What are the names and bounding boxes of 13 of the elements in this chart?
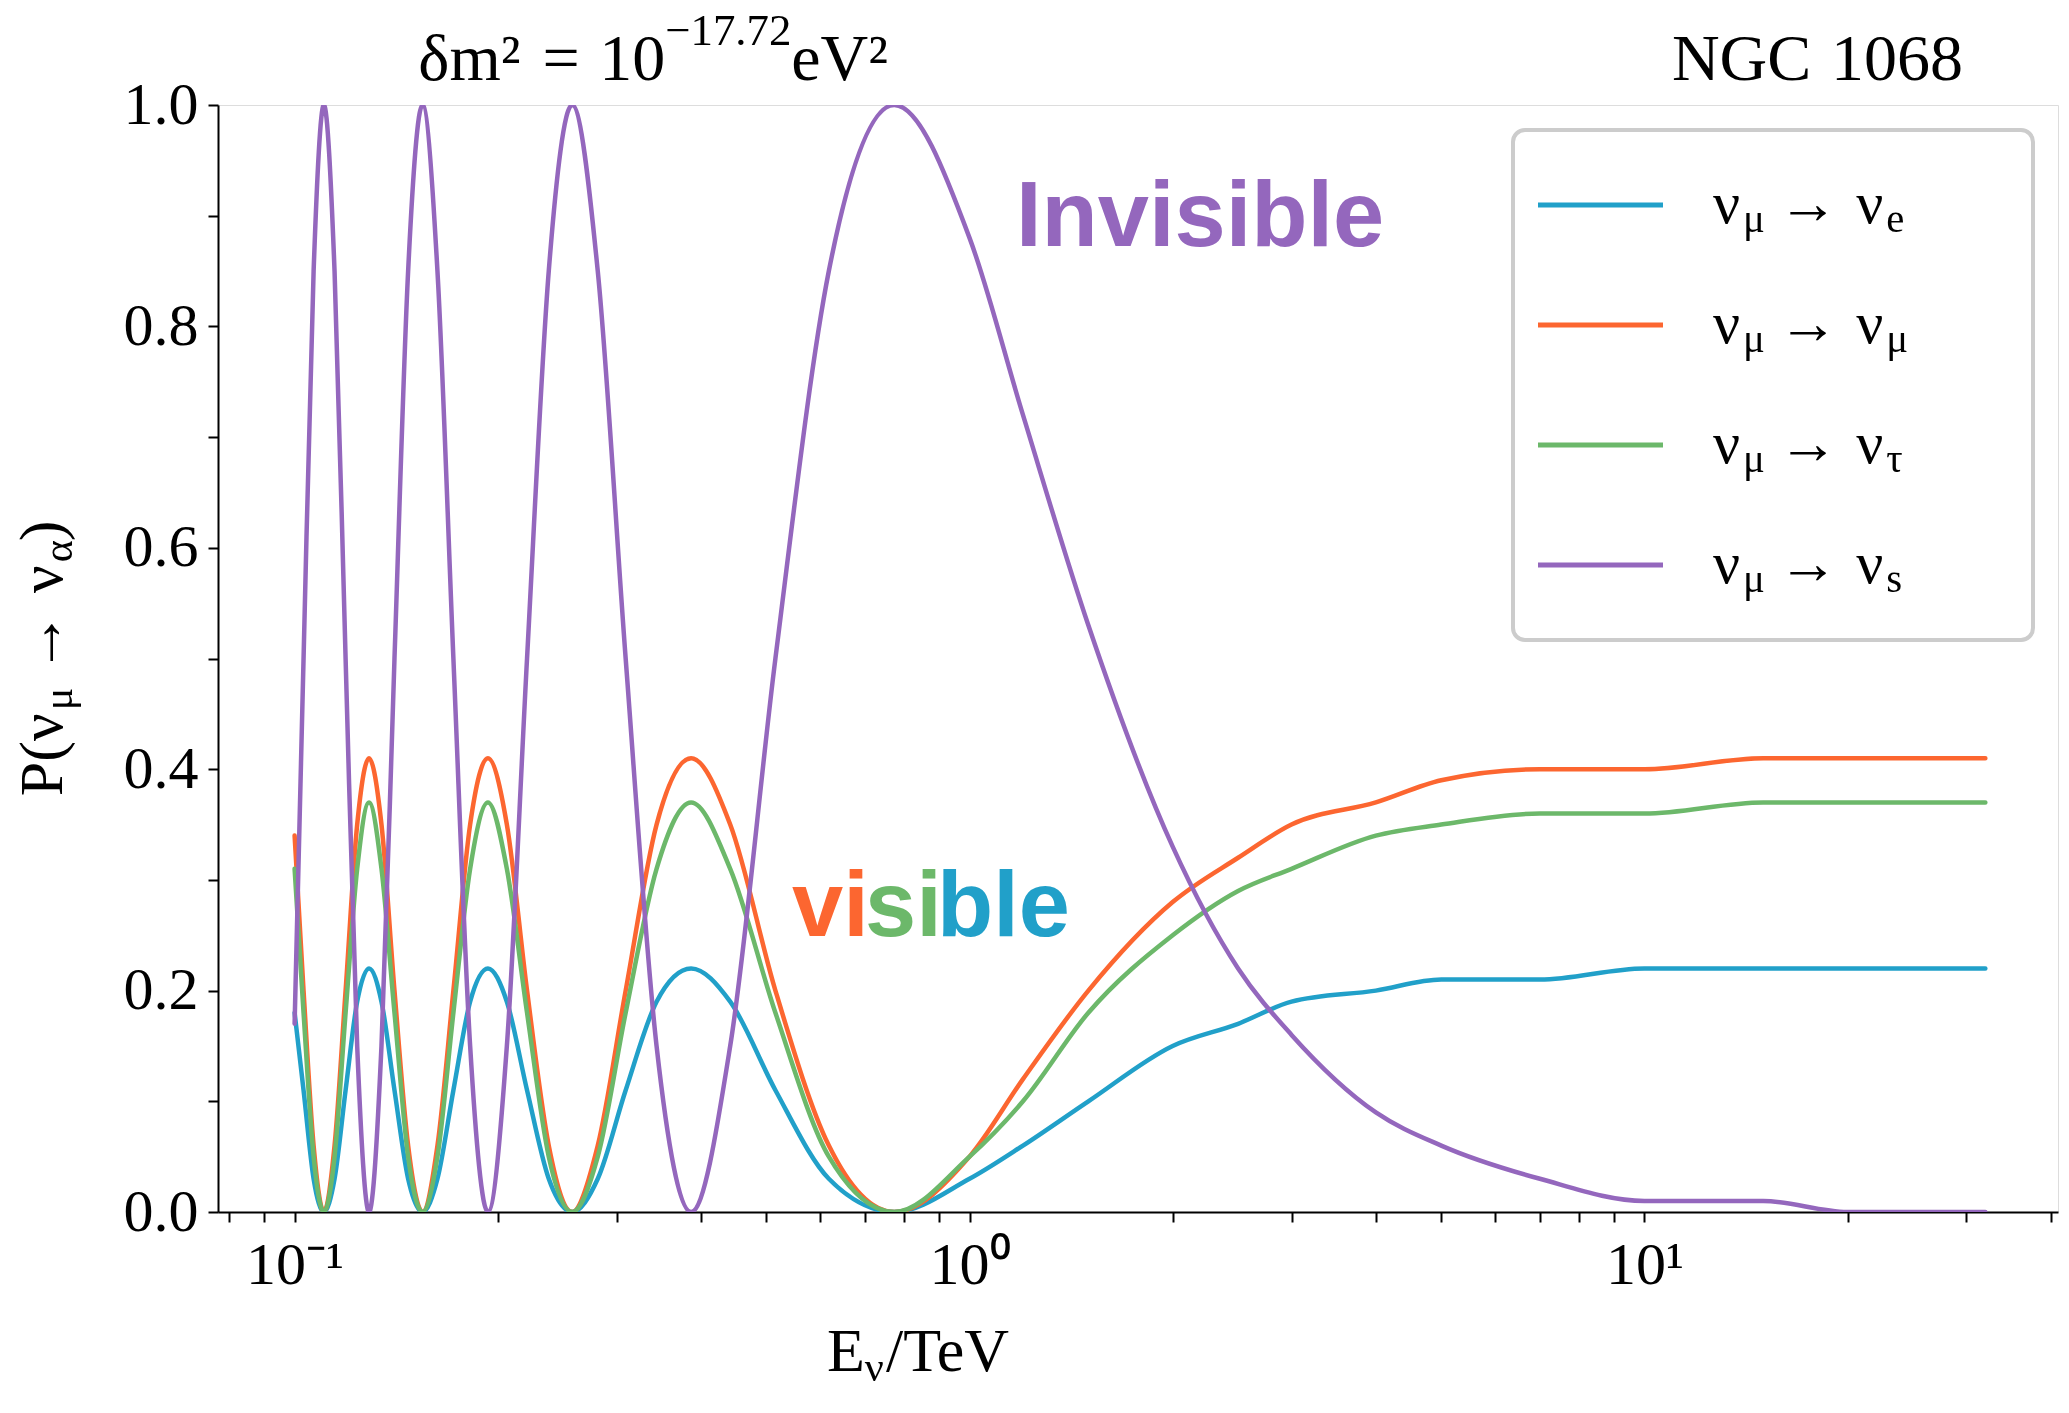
annotation: visible <box>792 853 1070 955</box>
y-tick-label: 0.0 <box>123 1177 199 1244</box>
text: NGC 1068 <box>1671 21 1963 94</box>
y-tick-label: 0.4 <box>123 734 199 801</box>
x-tick-label: 10¹ <box>1605 1230 1684 1297</box>
y-tick-label: 0.2 <box>123 956 199 1023</box>
annotation: Invisible <box>1016 163 1385 265</box>
y-axis-title: P(νμ → να) <box>7 520 81 797</box>
x-tick-label: 10⁻¹ <box>246 1230 345 1297</box>
y-tick-label: 1.0 <box>123 70 199 137</box>
y-tick-label: 0.8 <box>123 291 199 358</box>
y-tick-label: 0.6 <box>123 513 199 580</box>
x-tick-label: 10⁰ <box>929 1230 1011 1297</box>
